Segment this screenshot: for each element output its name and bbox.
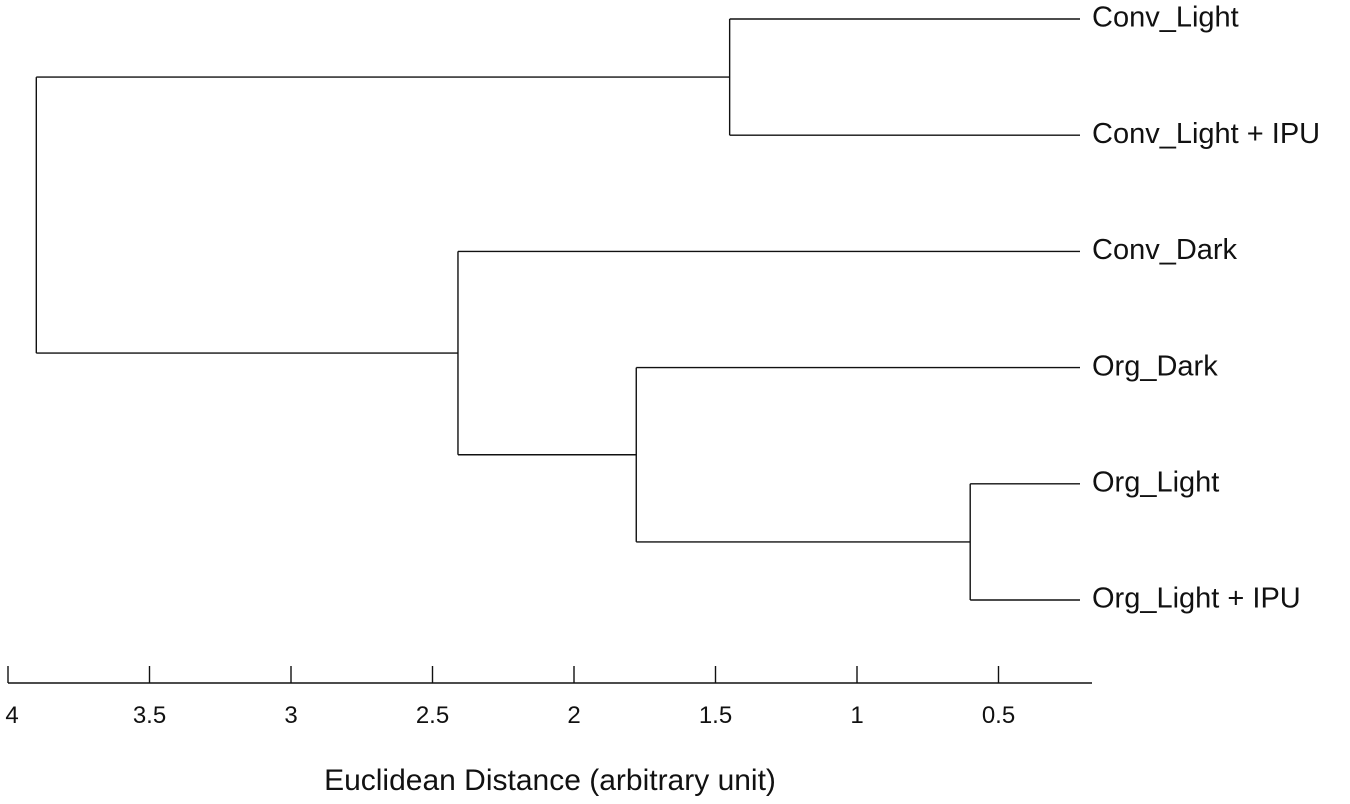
x-tick-label: 2.5	[416, 702, 449, 729]
leaf-label: Conv_Light + IPU	[1092, 118, 1320, 150]
dendrogram-branches	[35, 18, 1080, 601]
leaf-label: Conv_Dark	[1092, 234, 1238, 266]
x-tick-label: 3	[284, 702, 297, 729]
x-tick-label: 2	[567, 702, 580, 729]
x-tick-label: 1	[850, 702, 863, 729]
x-axis-title: Euclidean Distance (arbitrary unit)	[324, 764, 776, 797]
x-tick-label: 4	[5, 702, 18, 729]
leaf-label: Conv_Light	[1092, 2, 1239, 34]
x-tick-label: 3.5	[133, 702, 166, 729]
leaf-label: Org_Light	[1092, 466, 1219, 498]
x-axis: 4 3.5 3 2.5 2 1.5 1 0.5	[5, 666, 1092, 729]
x-tick-label: 0.5	[982, 702, 1015, 729]
leaf-labels: Conv_Light Conv_Light + IPU Conv_Dark Org_D…	[1092, 2, 1320, 615]
leaf-label: Org_Light + IPU	[1092, 583, 1301, 615]
x-tick-label: 1.5	[699, 702, 732, 729]
leaf-label: Org_Dark	[1092, 350, 1218, 382]
